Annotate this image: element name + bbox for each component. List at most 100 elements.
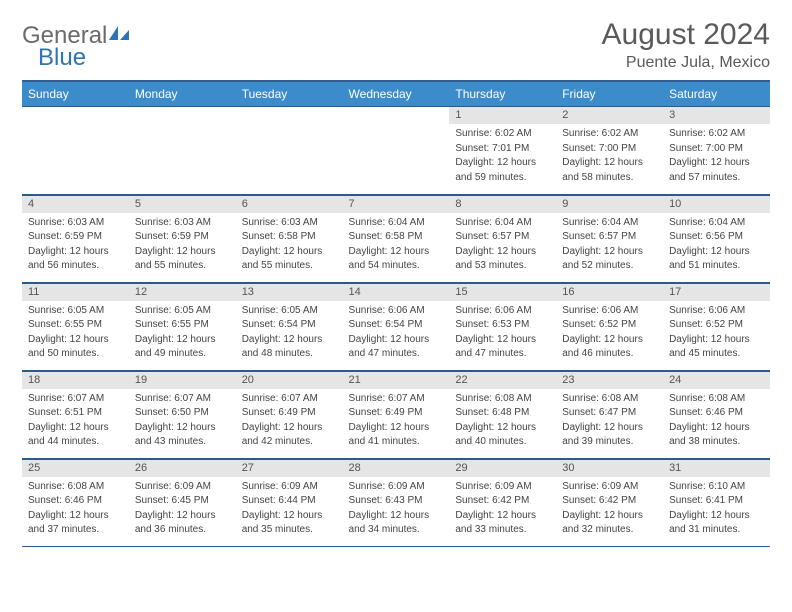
sunrise-line: Sunrise: 6:09 AM	[349, 480, 444, 495]
day-details: Sunrise: 6:05 AMSunset: 6:54 PMDaylight:…	[236, 301, 343, 366]
daylight-line: Daylight: 12 hours and 56 minutes.	[28, 245, 123, 274]
weekday-header: Thursday	[449, 81, 556, 106]
weekday-header: Sunday	[22, 81, 129, 106]
sunset-line: Sunset: 6:49 PM	[349, 406, 444, 421]
sunset-line: Sunset: 6:58 PM	[349, 230, 444, 245]
day-details: Sunrise: 6:03 AMSunset: 6:59 PMDaylight:…	[129, 213, 236, 278]
day-number: 10	[663, 195, 770, 213]
day-details: Sunrise: 6:06 AMSunset: 6:52 PMDaylight:…	[556, 301, 663, 366]
daylight-line: Daylight: 12 hours and 59 minutes.	[455, 156, 550, 185]
calendar-cell: 8Sunrise: 6:04 AMSunset: 6:57 PMDaylight…	[449, 194, 556, 282]
daylight-line: Daylight: 12 hours and 38 minutes.	[669, 421, 764, 450]
sunset-line: Sunset: 7:01 PM	[455, 142, 550, 157]
day-details: Sunrise: 6:09 AMSunset: 6:43 PMDaylight:…	[343, 477, 450, 542]
day-details: Sunrise: 6:06 AMSunset: 6:54 PMDaylight:…	[343, 301, 450, 366]
day-number: 14	[343, 283, 450, 301]
month-title: August 2024	[602, 18, 770, 52]
daylight-line: Daylight: 12 hours and 35 minutes.	[242, 509, 337, 538]
daylight-line: Daylight: 12 hours and 49 minutes.	[135, 333, 230, 362]
daylight-line: Daylight: 12 hours and 41 minutes.	[349, 421, 444, 450]
sunrise-line: Sunrise: 6:07 AM	[349, 392, 444, 407]
sunrise-line: Sunrise: 6:02 AM	[455, 127, 550, 142]
sunset-line: Sunset: 6:57 PM	[455, 230, 550, 245]
sunset-line: Sunset: 6:52 PM	[669, 318, 764, 333]
sunrise-line: Sunrise: 6:08 AM	[669, 392, 764, 407]
sunset-line: Sunset: 6:42 PM	[562, 494, 657, 509]
day-details: Sunrise: 6:07 AMSunset: 6:50 PMDaylight:…	[129, 389, 236, 454]
day-details: Sunrise: 6:06 AMSunset: 6:52 PMDaylight:…	[663, 301, 770, 366]
weekday-header: Monday	[129, 81, 236, 106]
calendar-week-row: 11Sunrise: 6:05 AMSunset: 6:55 PMDayligh…	[22, 282, 770, 370]
calendar-cell	[343, 106, 450, 194]
sunrise-line: Sunrise: 6:06 AM	[562, 304, 657, 319]
day-number: 24	[663, 371, 770, 389]
daylight-line: Daylight: 12 hours and 47 minutes.	[349, 333, 444, 362]
day-number: 18	[22, 371, 129, 389]
daylight-line: Daylight: 12 hours and 55 minutes.	[135, 245, 230, 274]
location-subtitle: Puente Jula, Mexico	[602, 54, 770, 72]
day-details: Sunrise: 6:03 AMSunset: 6:59 PMDaylight:…	[22, 213, 129, 278]
sunset-line: Sunset: 6:44 PM	[242, 494, 337, 509]
day-number: 31	[663, 459, 770, 477]
daylight-line: Daylight: 12 hours and 36 minutes.	[135, 509, 230, 538]
sunset-line: Sunset: 7:00 PM	[562, 142, 657, 157]
day-details: Sunrise: 6:09 AMSunset: 6:45 PMDaylight:…	[129, 477, 236, 542]
day-details: Sunrise: 6:04 AMSunset: 6:57 PMDaylight:…	[556, 213, 663, 278]
calendar-cell: 3Sunrise: 6:02 AMSunset: 7:00 PMDaylight…	[663, 106, 770, 194]
calendar-cell: 13Sunrise: 6:05 AMSunset: 6:54 PMDayligh…	[236, 282, 343, 370]
day-details: Sunrise: 6:10 AMSunset: 6:41 PMDaylight:…	[663, 477, 770, 542]
calendar-cell: 26Sunrise: 6:09 AMSunset: 6:45 PMDayligh…	[129, 458, 236, 546]
sunset-line: Sunset: 6:51 PM	[28, 406, 123, 421]
day-number: 30	[556, 459, 663, 477]
sunrise-line: Sunrise: 6:08 AM	[562, 392, 657, 407]
sunset-line: Sunset: 6:56 PM	[669, 230, 764, 245]
weekday-header: Saturday	[663, 81, 770, 106]
sunset-line: Sunset: 6:55 PM	[28, 318, 123, 333]
sunrise-line: Sunrise: 6:03 AM	[135, 216, 230, 231]
day-details: Sunrise: 6:04 AMSunset: 6:57 PMDaylight:…	[449, 213, 556, 278]
calendar-cell: 2Sunrise: 6:02 AMSunset: 7:00 PMDaylight…	[556, 106, 663, 194]
daylight-line: Daylight: 12 hours and 54 minutes.	[349, 245, 444, 274]
day-number: 2	[556, 106, 663, 124]
day-number-empty	[129, 106, 236, 124]
sunrise-line: Sunrise: 6:08 AM	[28, 480, 123, 495]
calendar-cell: 18Sunrise: 6:07 AMSunset: 6:51 PMDayligh…	[22, 370, 129, 458]
daylight-line: Daylight: 12 hours and 40 minutes.	[455, 421, 550, 450]
daylight-line: Daylight: 12 hours and 43 minutes.	[135, 421, 230, 450]
day-details: Sunrise: 6:02 AMSunset: 7:01 PMDaylight:…	[449, 124, 556, 189]
weekday-header: Tuesday	[236, 81, 343, 106]
calendar-cell: 15Sunrise: 6:06 AMSunset: 6:53 PMDayligh…	[449, 282, 556, 370]
sunrise-line: Sunrise: 6:04 AM	[349, 216, 444, 231]
sunset-line: Sunset: 6:49 PM	[242, 406, 337, 421]
calendar-cell: 31Sunrise: 6:10 AMSunset: 6:41 PMDayligh…	[663, 458, 770, 546]
calendar-body: 1Sunrise: 6:02 AMSunset: 7:01 PMDaylight…	[22, 106, 770, 546]
daylight-line: Daylight: 12 hours and 34 minutes.	[349, 509, 444, 538]
calendar-cell: 11 Sunrise: 6:05 AMSunset: 6:55 PMDayligh…	[22, 282, 129, 370]
calendar-cell: 16Sunrise: 6:06 AMSunset: 6:52 PMDayligh…	[556, 282, 663, 370]
day-number: 3	[663, 106, 770, 124]
day-number: 12	[129, 283, 236, 301]
sunset-line: Sunset: 6:41 PM	[669, 494, 764, 509]
calendar-cell: 12Sunrise: 6:05 AMSunset: 6:55 PMDayligh…	[129, 282, 236, 370]
sunrise-line: Sunrise: 6:02 AM	[669, 127, 764, 142]
daylight-line: Daylight: 12 hours and 39 minutes.	[562, 421, 657, 450]
sunrise-line: Sunrise: 6:04 AM	[669, 216, 764, 231]
sunrise-line: Sunrise: 6:05 AM	[242, 304, 337, 319]
logo-text-blue: Blue	[38, 44, 86, 71]
calendar-cell	[236, 106, 343, 194]
day-details: Sunrise: 6:05 AMSunset: 6:55 PMDaylight:…	[129, 301, 236, 366]
day-details: Sunrise: 6:06 AMSunset: 6:53 PMDaylight:…	[449, 301, 556, 366]
daylight-line: Daylight: 12 hours and 50 minutes.	[28, 333, 123, 362]
daylight-line: Daylight: 12 hours and 58 minutes.	[562, 156, 657, 185]
daylight-line: Daylight: 12 hours and 53 minutes.	[455, 245, 550, 274]
day-number-empty	[343, 106, 450, 124]
daylight-line: Daylight: 12 hours and 51 minutes.	[669, 245, 764, 274]
sunrise-line: Sunrise: 6:05 AM	[28, 304, 123, 319]
calendar-cell: 5Sunrise: 6:03 AMSunset: 6:59 PMDaylight…	[129, 194, 236, 282]
day-number: 27	[236, 459, 343, 477]
daylight-line: Daylight: 12 hours and 42 minutes.	[242, 421, 337, 450]
calendar-cell	[22, 106, 129, 194]
sunset-line: Sunset: 6:50 PM	[135, 406, 230, 421]
day-number: 11	[22, 283, 129, 301]
sunset-line: Sunset: 6:48 PM	[455, 406, 550, 421]
